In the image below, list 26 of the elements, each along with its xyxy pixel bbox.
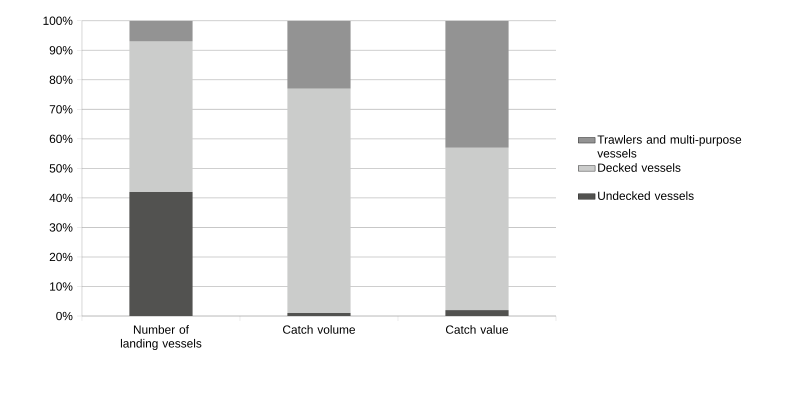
- y-tick-label: 80%: [50, 76, 72, 84]
- bar: [287, 313, 351, 316]
- bar: [445, 148, 509, 310]
- x-tick-label: Catch value: [446, 325, 508, 334]
- y-tick-label: 70%: [50, 105, 72, 114]
- y-tick-label: 30%: [50, 223, 72, 232]
- legend-label: Undecked vessels: [598, 191, 694, 200]
- y-tick-label: 0%: [56, 312, 72, 320]
- bar: [129, 192, 193, 316]
- y-tick-label: 20%: [50, 252, 72, 262]
- x-tick-label: Number of landing vessels: [120, 325, 202, 350]
- bar: [129, 20, 193, 42]
- y-tick-label: 10%: [50, 282, 72, 291]
- y-tick-label: 60%: [50, 134, 72, 144]
- y-tick-label: 90%: [50, 46, 72, 55]
- bar: [129, 41, 193, 192]
- y-tick-label: 40%: [49, 194, 72, 202]
- legend-label: Decked vessels: [598, 163, 680, 172]
- legend-label: Trawlers and multi-purpose vessels: [597, 135, 742, 158]
- bar: [445, 20, 509, 148]
- x-tick-label: Catch volume: [283, 325, 355, 334]
- bar: [287, 20, 351, 89]
- bar: [287, 88, 351, 314]
- y-tick-label: 100%: [43, 16, 72, 25]
- bar: [445, 310, 509, 316]
- y-tick-label: 50%: [50, 164, 72, 173]
